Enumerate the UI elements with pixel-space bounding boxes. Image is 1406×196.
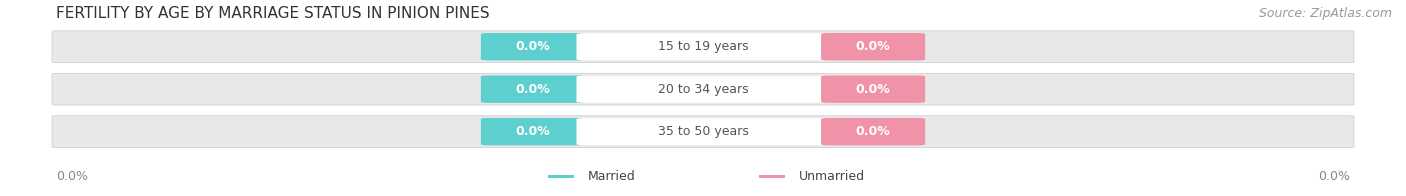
Text: FERTILITY BY AGE BY MARRIAGE STATUS IN PINION PINES: FERTILITY BY AGE BY MARRIAGE STATUS IN P… <box>56 6 489 21</box>
FancyBboxPatch shape <box>759 175 785 178</box>
FancyBboxPatch shape <box>821 75 925 103</box>
Text: 0.0%: 0.0% <box>856 83 890 96</box>
Text: 0.0%: 0.0% <box>516 83 550 96</box>
Text: 0.0%: 0.0% <box>516 125 550 138</box>
Text: 0.0%: 0.0% <box>1317 170 1350 183</box>
Text: Source: ZipAtlas.com: Source: ZipAtlas.com <box>1258 7 1392 20</box>
Text: 20 to 34 years: 20 to 34 years <box>658 83 748 96</box>
Text: 0.0%: 0.0% <box>56 170 89 183</box>
Text: 15 to 19 years: 15 to 19 years <box>658 40 748 53</box>
Text: 0.0%: 0.0% <box>856 125 890 138</box>
FancyBboxPatch shape <box>548 175 574 178</box>
Text: 0.0%: 0.0% <box>516 40 550 53</box>
FancyBboxPatch shape <box>481 118 585 145</box>
FancyBboxPatch shape <box>821 118 925 145</box>
Text: 0.0%: 0.0% <box>856 40 890 53</box>
FancyBboxPatch shape <box>821 33 925 60</box>
FancyBboxPatch shape <box>481 33 585 60</box>
FancyBboxPatch shape <box>576 76 830 103</box>
FancyBboxPatch shape <box>576 33 830 60</box>
Text: 35 to 50 years: 35 to 50 years <box>658 125 748 138</box>
Text: Married: Married <box>588 170 636 183</box>
FancyBboxPatch shape <box>481 75 585 103</box>
FancyBboxPatch shape <box>52 116 1354 148</box>
FancyBboxPatch shape <box>52 31 1354 63</box>
FancyBboxPatch shape <box>52 73 1354 105</box>
Text: Unmarried: Unmarried <box>799 170 865 183</box>
FancyBboxPatch shape <box>576 118 830 145</box>
